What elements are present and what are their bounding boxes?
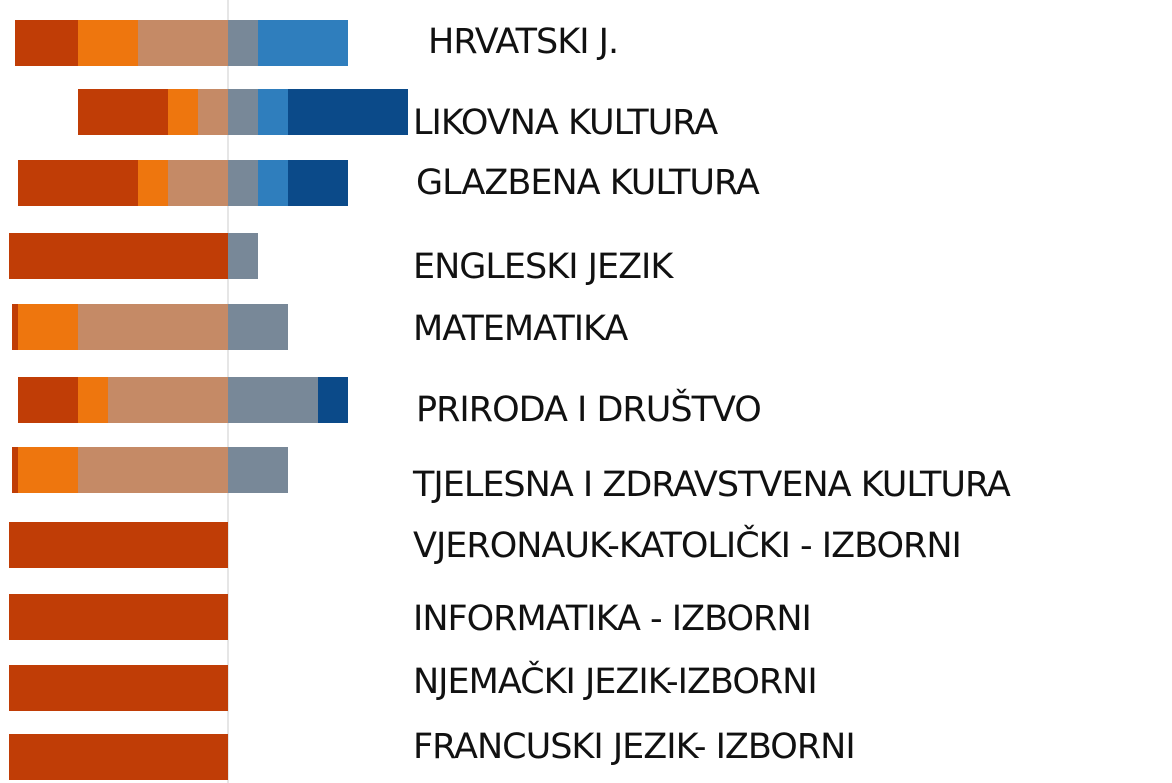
bar-segment	[258, 89, 288, 135]
bar-segment	[18, 377, 78, 423]
bar-segment	[318, 377, 348, 423]
bar-segment	[138, 20, 228, 66]
category-label: ENGLESKI JEZIK	[413, 247, 674, 287]
bar-segment	[168, 89, 198, 135]
bar-segment	[12, 304, 18, 350]
bar-segment	[9, 665, 228, 711]
category-label: GLAZBENA KULTURA	[416, 163, 760, 203]
bar-segment	[78, 447, 228, 493]
bar-segment	[78, 304, 228, 350]
bar-segment	[228, 447, 288, 493]
bar-segment	[9, 734, 228, 780]
bar-segment	[198, 89, 228, 135]
bar-segment	[138, 160, 168, 206]
bar-segment	[9, 522, 228, 568]
bar-segment	[228, 304, 288, 350]
bar-segment	[288, 89, 408, 135]
bar-segment	[9, 594, 228, 640]
bar-segment	[108, 377, 228, 423]
bar-segment	[18, 447, 78, 493]
bar-segment	[258, 20, 348, 66]
bar-segment	[228, 233, 258, 279]
category-label: TJELESNA I ZDRAVSTVENA KULTURA	[412, 465, 1011, 505]
bar-segment	[78, 89, 168, 135]
category-label: MATEMATIKA	[413, 309, 628, 349]
bar-segment	[288, 160, 348, 206]
bar-segment	[15, 20, 78, 66]
bar-segment	[228, 89, 258, 135]
category-label: NJEMAČKI JEZIK-IZBORNI	[413, 660, 817, 702]
bar-segment	[78, 377, 108, 423]
category-label: INFORMATIKA - IZBORNI	[413, 599, 811, 639]
bar-segment	[228, 20, 258, 66]
category-label: PRIRODA I DRUŠTVO	[416, 388, 761, 430]
category-label: LIKOVNA KULTURA	[413, 103, 718, 143]
bar-segment	[168, 160, 228, 206]
bar-segment	[18, 304, 78, 350]
category-label: FRANCUSKI JEZIK- IZBORNI	[413, 727, 855, 767]
bar-segment	[9, 233, 228, 279]
bar-segment	[78, 20, 138, 66]
category-label: HRVATSKI J.	[428, 22, 618, 62]
category-label: VJERONAUK-KATOLIČKI - IZBORNI	[413, 524, 961, 566]
bar-segment	[228, 160, 258, 206]
bar-segment	[18, 160, 138, 206]
bar-segment	[258, 160, 288, 206]
bar-segment	[12, 447, 18, 493]
bar-segment	[228, 377, 318, 423]
